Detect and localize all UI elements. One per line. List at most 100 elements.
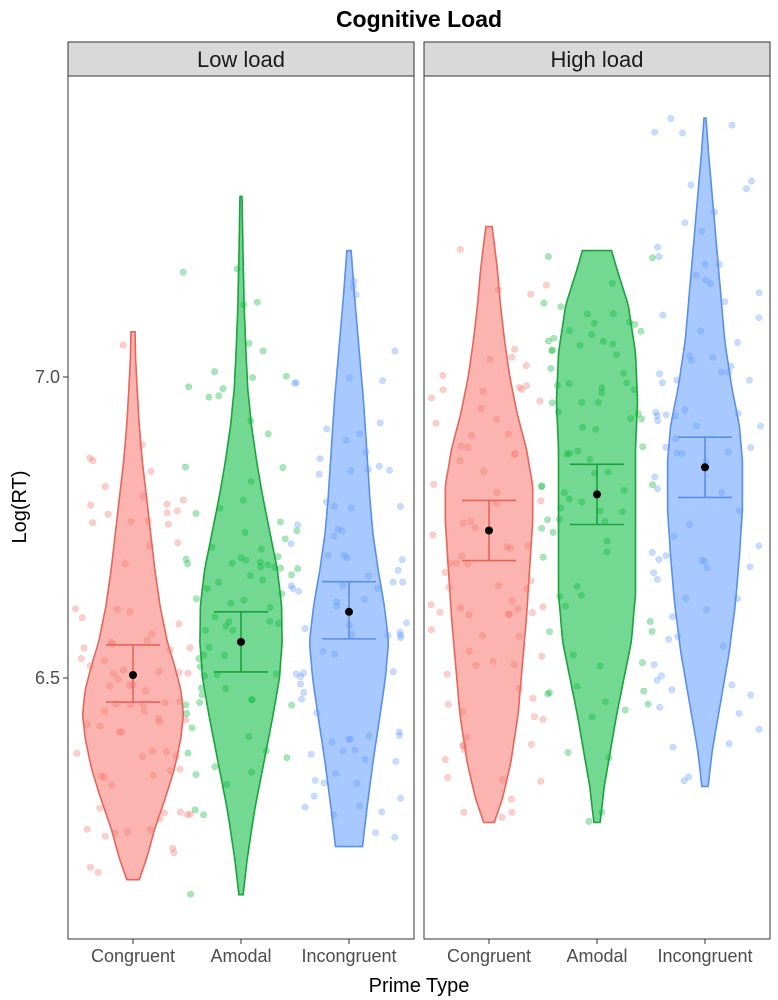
jitter-point <box>192 509 200 517</box>
jitter-point <box>394 566 402 574</box>
jitter-point <box>89 519 97 527</box>
jitter-point <box>697 327 705 335</box>
jitter-point <box>351 746 359 754</box>
jitter-point <box>598 384 606 392</box>
jitter-point <box>389 668 397 676</box>
jitter-point <box>372 829 380 837</box>
jitter-point <box>674 632 682 640</box>
jitter-point <box>735 709 743 717</box>
jitter-point <box>498 776 506 784</box>
jitter-point <box>479 387 487 395</box>
jitter-point <box>200 811 208 819</box>
jitter-point <box>328 738 336 746</box>
jitter-point <box>515 684 523 692</box>
jitter-point <box>330 811 338 819</box>
jitter-point <box>510 660 518 668</box>
jitter-point <box>639 443 647 451</box>
jitter-point <box>402 619 410 627</box>
jitter-point <box>208 543 216 551</box>
jitter-point <box>379 377 387 385</box>
jitter-point <box>755 289 763 297</box>
jitter-point <box>471 524 479 532</box>
jitter-point <box>662 443 670 451</box>
jitter-point <box>665 635 673 643</box>
jitter-point <box>174 539 182 547</box>
mean-point <box>237 637 245 646</box>
jitter-point <box>333 602 341 610</box>
jitter-point <box>742 185 750 193</box>
jitter-point <box>655 253 663 261</box>
jitter-point <box>342 436 350 444</box>
jitter-point <box>640 687 648 695</box>
jitter-point <box>623 379 631 387</box>
jitter-point <box>656 703 664 711</box>
panel-marks <box>72 195 410 898</box>
jitter-point <box>540 299 548 307</box>
jitter-point <box>524 542 532 550</box>
jitter-point <box>145 542 153 550</box>
jitter-point <box>347 467 355 475</box>
jitter-point <box>139 752 147 760</box>
jitter-point <box>627 414 635 422</box>
jitter-point <box>331 650 339 658</box>
jitter-point <box>101 707 109 715</box>
jitter-point <box>494 581 502 589</box>
jitter-point <box>719 642 727 650</box>
jitter-point <box>648 548 656 556</box>
jitter-point <box>653 485 661 493</box>
jitter-point <box>142 687 150 695</box>
jitter-point <box>170 849 178 857</box>
jitter-point <box>332 769 340 777</box>
y-axis-title: Log(RT) <box>9 471 31 544</box>
jitter-point <box>465 647 473 655</box>
jitter-point <box>215 392 223 400</box>
jitter-point <box>277 564 285 572</box>
jitter-point <box>536 397 544 405</box>
jitter-point <box>548 399 556 407</box>
jitter-point <box>652 408 660 416</box>
jitter-point <box>670 532 678 540</box>
jitter-point <box>288 701 296 709</box>
jitter-point <box>111 829 119 837</box>
jitter-point <box>655 370 663 378</box>
jitter-point <box>262 747 270 755</box>
jitter-point <box>537 497 545 505</box>
jitter-point <box>653 575 661 583</box>
violin-group-amodal <box>179 195 302 898</box>
jitter-point <box>654 243 662 251</box>
jitter-point <box>638 659 646 667</box>
jitter-point <box>396 502 404 510</box>
jitter-point <box>460 808 468 816</box>
jitter-point <box>550 334 558 342</box>
jitter-point <box>692 271 700 279</box>
jitter-point <box>586 455 594 463</box>
jitter-point <box>747 691 755 699</box>
jitter-point <box>493 489 501 497</box>
jitter-point <box>188 724 196 732</box>
jitter-point <box>163 509 171 517</box>
jitter-point <box>397 634 405 642</box>
jitter-point <box>678 450 686 458</box>
jitter-point <box>183 709 191 717</box>
jitter-point <box>503 543 511 551</box>
jitter-point <box>698 556 706 564</box>
jitter-point <box>727 362 735 370</box>
jitter-point <box>196 699 204 707</box>
jitter-point <box>94 868 102 876</box>
jitter-point <box>311 776 319 784</box>
jitter-point <box>465 611 473 619</box>
jitter-point <box>229 626 237 634</box>
jitter-point <box>283 754 291 762</box>
jitter-point <box>316 455 324 463</box>
jitter-point <box>657 672 665 680</box>
jitter-point <box>546 628 554 636</box>
jitter-point <box>211 613 219 621</box>
jitter-point <box>395 728 403 736</box>
jitter-point <box>186 644 194 652</box>
jitter-point <box>119 341 127 349</box>
jitter-point <box>511 449 519 457</box>
jitter-point <box>662 411 670 419</box>
jitter-point <box>432 419 440 427</box>
jitter-point <box>681 219 689 227</box>
jitter-point <box>601 517 609 525</box>
